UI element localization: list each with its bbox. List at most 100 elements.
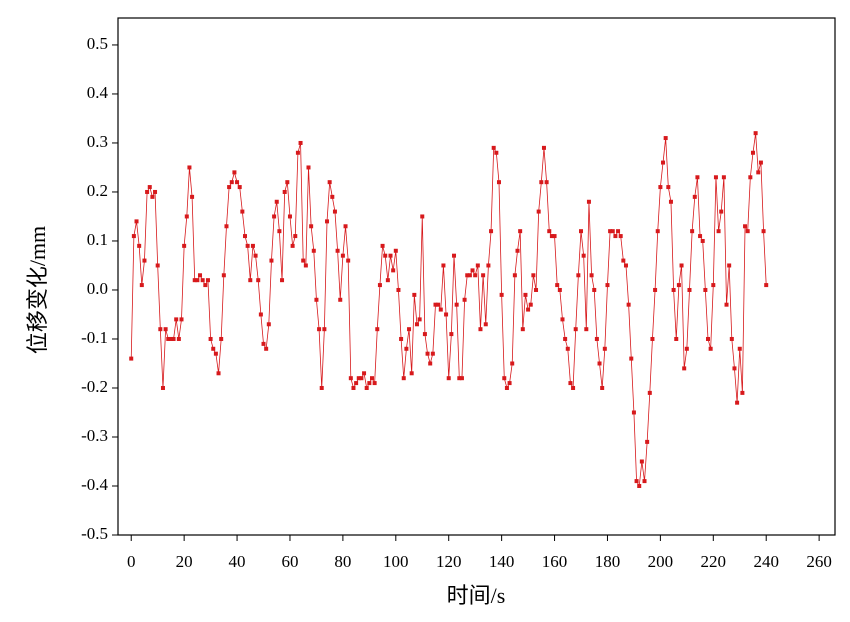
data-point [679,263,684,268]
x-tick-label: 80 [334,552,351,571]
data-point [642,479,647,484]
data-point [613,234,618,239]
data-point [658,185,663,190]
data-point [536,209,541,214]
data-point [303,263,308,268]
x-tick-label: 60 [281,552,298,571]
y-tick-label: -0.5 [81,524,108,543]
y-tick-label: -0.4 [81,475,108,494]
data-point [526,307,531,312]
data-point [510,361,515,366]
data-point [735,400,740,405]
x-tick-label: 180 [595,552,621,571]
data-point [346,258,351,263]
data-point [237,185,242,190]
data-point [584,327,589,332]
data-point [520,327,525,332]
series-line [130,133,767,488]
data-point [661,160,666,165]
data-point [385,278,390,283]
data-point [579,229,584,234]
data-point [232,170,237,175]
data-point [208,336,213,341]
data-point [404,346,409,351]
data-point [258,312,263,317]
data-point [621,258,626,263]
data-point [597,361,602,366]
data-point [211,346,216,351]
data-point [184,214,189,219]
x-tick-label: 220 [701,552,727,571]
data-point [528,302,533,307]
data-point [298,140,303,145]
data-point [671,287,676,292]
x-tick-label: 260 [806,552,832,571]
data-point [422,332,427,337]
data-point [727,263,732,268]
data-point [470,268,475,273]
x-tick-label: 100 [383,552,409,571]
data-point [153,189,158,194]
data-point [388,253,393,258]
data-point [364,385,369,390]
data-point [515,248,520,253]
data-point [414,322,419,327]
data-point [277,229,282,234]
data-point [589,273,594,278]
data-point [547,229,552,234]
data-point [690,229,695,234]
data-point [171,336,176,341]
x-tick-label: 160 [542,552,568,571]
plot-frame [117,17,836,536]
data-point [383,253,388,258]
data-point [372,381,377,386]
data-point [711,283,716,288]
data-point [645,439,650,444]
data-point [481,273,486,278]
data-point [377,283,382,288]
data-point [698,234,703,239]
data-point [438,307,443,312]
data-point [674,336,679,341]
data-point [634,479,639,484]
data-point [396,287,401,292]
data-point [475,263,480,268]
data-point [200,278,205,283]
data-point [724,302,729,307]
data-point [160,385,165,390]
data-point [708,346,713,351]
data-point [668,199,673,204]
data-point [655,229,660,234]
data-point [216,371,221,376]
data-point [412,292,417,297]
data-point [478,327,483,332]
data-point [441,263,446,268]
data-point [684,346,689,351]
data-point [594,336,599,341]
data-point [436,302,441,307]
data-point [155,263,160,268]
data-point [131,234,136,239]
data-point [761,229,766,234]
data-point [491,145,496,150]
y-tick-label: 0.1 [87,230,108,249]
data-point [457,376,462,381]
data-point [264,346,269,351]
data-point [732,366,737,371]
data-point [568,381,573,386]
data-point [163,327,168,332]
data-point [758,160,763,165]
data-point [608,229,613,234]
data-point [134,219,139,224]
data-point [721,175,726,180]
data-point [748,175,753,180]
data-point [322,327,327,332]
x-tick-label: 140 [489,552,515,571]
x-axis-title: 时间/s [447,583,506,608]
y-tick-label: 0.5 [87,34,108,53]
data-point [571,385,576,390]
data-point [452,253,457,258]
data-point [240,209,245,214]
data-point [467,273,472,278]
